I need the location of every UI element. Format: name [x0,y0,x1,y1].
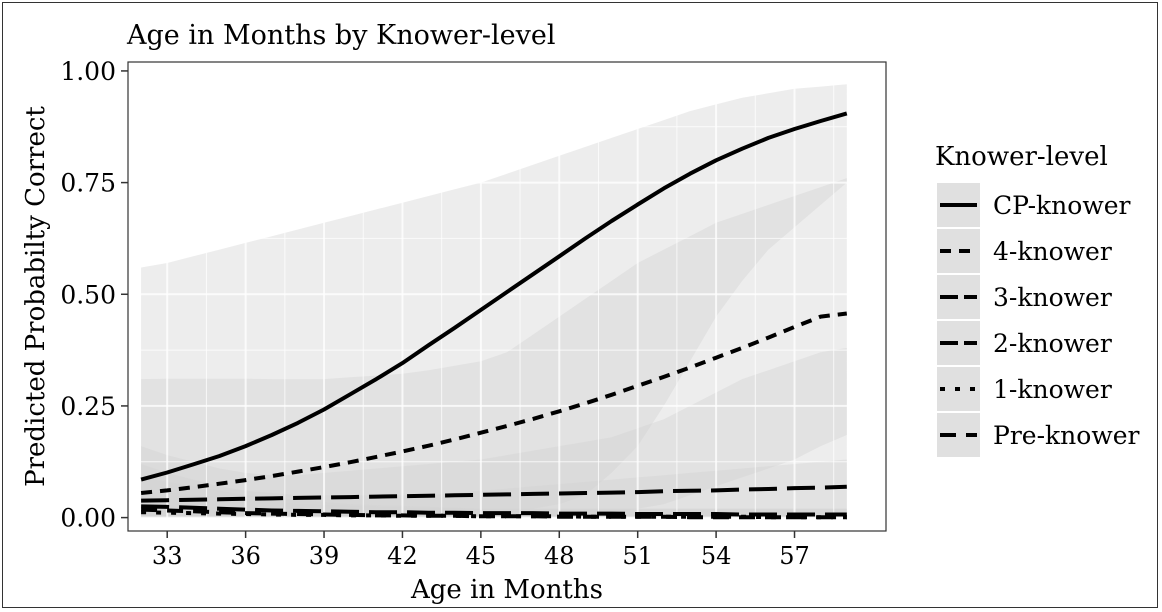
y-tick-label: 0.50 [60,280,116,309]
legend-label: 2-knower [993,329,1112,358]
legend-label: Pre-knower [993,421,1140,450]
legend-label: 1-knower [993,375,1112,404]
x-tick-label: 54 [701,542,732,570]
legend-title: Knower-level [935,142,1108,172]
legend: Knower-level CP-knower 4-knower 3-knower 2-… [935,142,1140,457]
x-tick-label: 48 [544,542,575,570]
legend-label: 3-knower [993,283,1112,312]
y-axis-label: Predicted Probabilty Correct [21,106,51,487]
x-tick-label: 33 [152,542,183,570]
band-4-knower [141,178,847,518]
y-tick-label: 0.75 [60,169,116,198]
panel-border [127,61,887,532]
band-pre-knower [141,477,847,518]
series-line-cp-knower [140,111,848,482]
series-lines [140,111,848,520]
x-axis-label: Age in Months [410,575,603,605]
legend-label: CP-knower [993,191,1131,220]
x-tick-label: 51 [622,542,653,570]
y-tick-label: 0.00 [60,504,116,533]
series-line-2-knower [141,504,847,517]
x-tick-label: 36 [230,542,261,570]
legend-label: 4-knower [993,237,1112,266]
y-tick-label: 1.00 [60,57,116,86]
series-line-1-knower [141,510,847,520]
axes: 33 36 39 42 45 48 51 54 57 0.00 0.25 0.50 0.75 1.00 [60,57,809,570]
x-tick-label: 42 [387,542,418,570]
y-tick-label: 0.25 [60,392,116,421]
x-tick-label: 45 [466,542,497,570]
series-line-pre-knower [141,507,847,520]
x-tick-label: 39 [309,542,340,570]
chart-title: Age in Months by Knower-level [126,20,555,51]
band-2-knower [141,459,847,518]
gridlines [128,62,886,531]
band-3-knower [141,347,847,518]
x-tick-label: 57 [779,542,810,570]
series-line-4-knower [140,311,848,495]
series-line-3-knower [141,484,847,503]
